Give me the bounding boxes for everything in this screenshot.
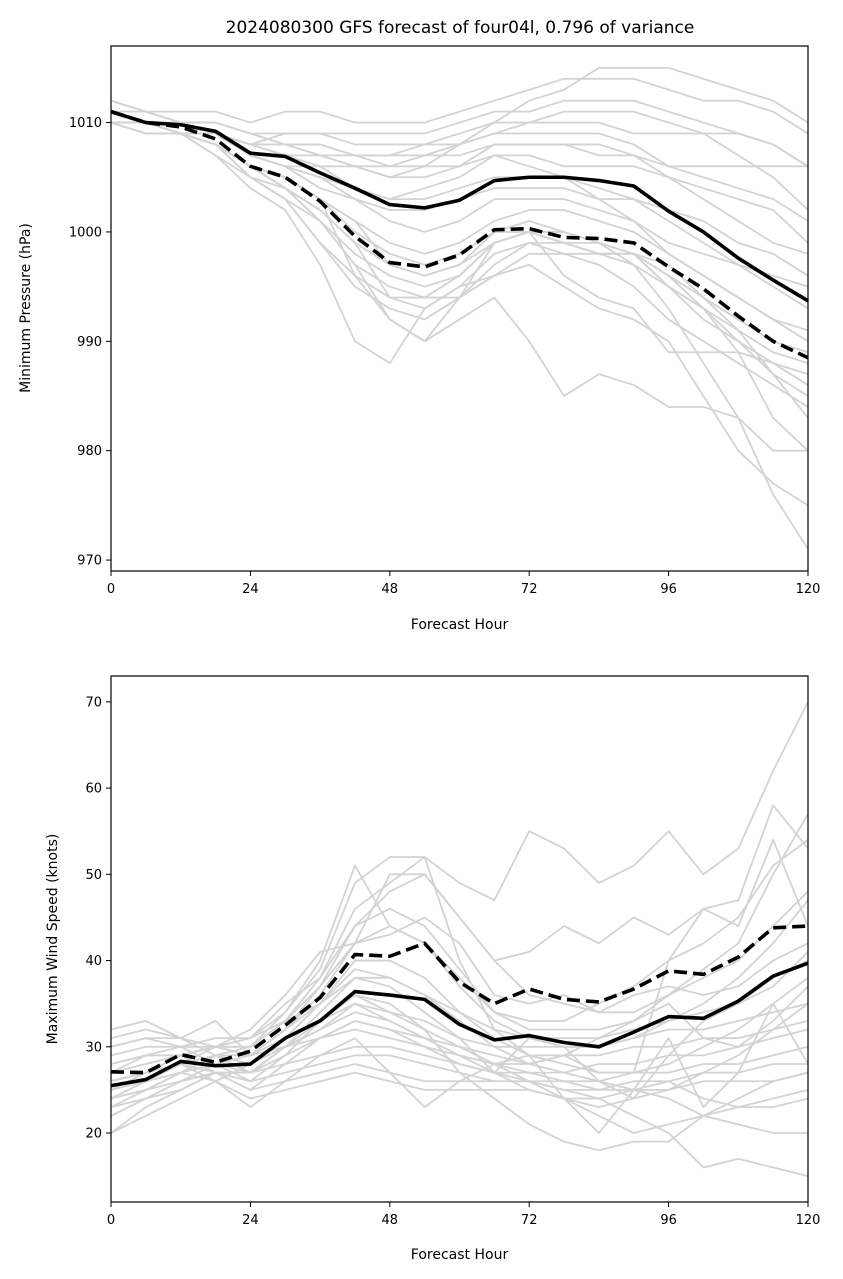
pressure-x-tick-label: 120 xyxy=(796,582,821,597)
wind-x-tick-label: 0 xyxy=(107,1213,115,1228)
wind-ensemble-line-23 xyxy=(110,968,809,1091)
wind-solid-line xyxy=(110,961,809,1088)
pressure-panel: 2024080300 GFS forecast of four04l, 0.79… xyxy=(18,18,820,633)
wind-x-ticks: 0 24 48 72 96 120 xyxy=(107,1202,821,1228)
wind-y-tick-label: 50 xyxy=(85,868,102,883)
pressure-y-tick-label: 1000 xyxy=(69,225,102,240)
wind-x-tick-label: 48 xyxy=(382,1213,399,1228)
wind-ensemble-line-21 xyxy=(110,1002,809,1134)
pressure-highlight-lines xyxy=(110,109,809,360)
pressure-ensemble-line-2 xyxy=(111,77,809,135)
pressure-x-tick-label: 96 xyxy=(660,582,677,597)
wind-ensemble-line-12 xyxy=(110,838,809,1074)
wind-y-tick-label: 30 xyxy=(85,1040,102,1055)
pressure-y-tick-label: 990 xyxy=(77,335,102,350)
wind-ensemble-line-11 xyxy=(110,804,809,1074)
wind-y-tick-label: 40 xyxy=(85,954,102,969)
wind-x-axis-label: Forecast Hour xyxy=(411,1247,509,1263)
pressure-y-tick-label: 980 xyxy=(77,444,102,459)
pressure-x-tick-label: 48 xyxy=(382,582,399,597)
wind-x-tick-label: 120 xyxy=(796,1213,821,1228)
wind-y-ticks: 20 30 40 50 60 70 xyxy=(85,695,111,1142)
wind-ensemble-line-13 xyxy=(110,916,809,1065)
pressure-ensemble-line-22 xyxy=(110,110,808,452)
wind-ensemble-line-9 xyxy=(110,839,809,1083)
wind-x-tick-label: 96 xyxy=(660,1213,677,1228)
wind-x-tick-label: 72 xyxy=(521,1213,538,1228)
pressure-x-tick-label: 24 xyxy=(242,582,259,597)
pressure-x-ticks: 0 24 48 72 96 120 xyxy=(107,571,821,597)
pressure-ensemble-line-21 xyxy=(110,121,809,507)
wind-y-tick-label: 20 xyxy=(85,1127,102,1142)
wind-highlight-lines xyxy=(110,924,809,1088)
pressure-dashed-line xyxy=(110,109,809,360)
pressure-x-tick-label: 72 xyxy=(521,582,538,597)
wind-ensemble-line-6 xyxy=(110,899,809,1100)
wind-x-tick-label: 24 xyxy=(242,1213,259,1228)
pressure-x-tick-label: 0 xyxy=(107,582,115,597)
wind-ensemble-line-25 xyxy=(110,1020,809,1134)
pressure-y-tick-label: 970 xyxy=(77,554,102,569)
pressure-chart-title: 2024080300 GFS forecast of four04l, 0.79… xyxy=(226,18,695,38)
wind-ensemble-line-15 xyxy=(110,1002,809,1057)
wind-dashed-line xyxy=(110,924,809,1075)
pressure-solid-line xyxy=(110,109,809,303)
pressure-ensemble-line-6 xyxy=(110,110,809,222)
wind-y-tick-label: 60 xyxy=(85,782,102,797)
pressure-x-axis-label: Forecast Hour xyxy=(411,617,509,633)
pressure-axes-frame xyxy=(110,45,809,572)
wind-y-axis-label: Maximum Wind Speed (knots) xyxy=(45,834,61,1045)
wind-ensemble-line-14 xyxy=(110,959,809,1057)
pressure-ensemble-line-20 xyxy=(110,110,809,550)
pressure-y-tick-label: 1010 xyxy=(69,116,102,131)
pressure-y-ticks: 970 980 990 1000 1010 xyxy=(69,116,111,569)
pressure-ensemble-line-23 xyxy=(110,110,809,343)
wind-axes-frame xyxy=(110,675,809,1203)
pressure-y-axis-label: Minimum Pressure (hPa) xyxy=(18,223,34,393)
wind-y-tick-label: 70 xyxy=(85,695,102,710)
pressure-ensemble-line-15 xyxy=(110,121,809,397)
